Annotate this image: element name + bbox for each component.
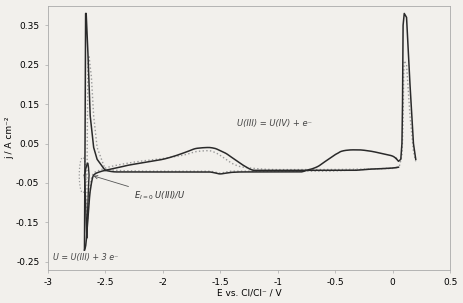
Text: $E_{I=0}$ U(III)/U: $E_{I=0}$ U(III)/U [94, 175, 186, 202]
Text: U = U(III) + 3 e⁻: U = U(III) + 3 e⁻ [53, 253, 119, 262]
X-axis label: E vs. Cl/Cl⁻ / V: E vs. Cl/Cl⁻ / V [217, 288, 281, 298]
Text: U(III) = U(IV) + e⁻: U(III) = U(IV) + e⁻ [238, 119, 313, 128]
Y-axis label: j / A cm⁻²: j / A cm⁻² [6, 116, 14, 159]
